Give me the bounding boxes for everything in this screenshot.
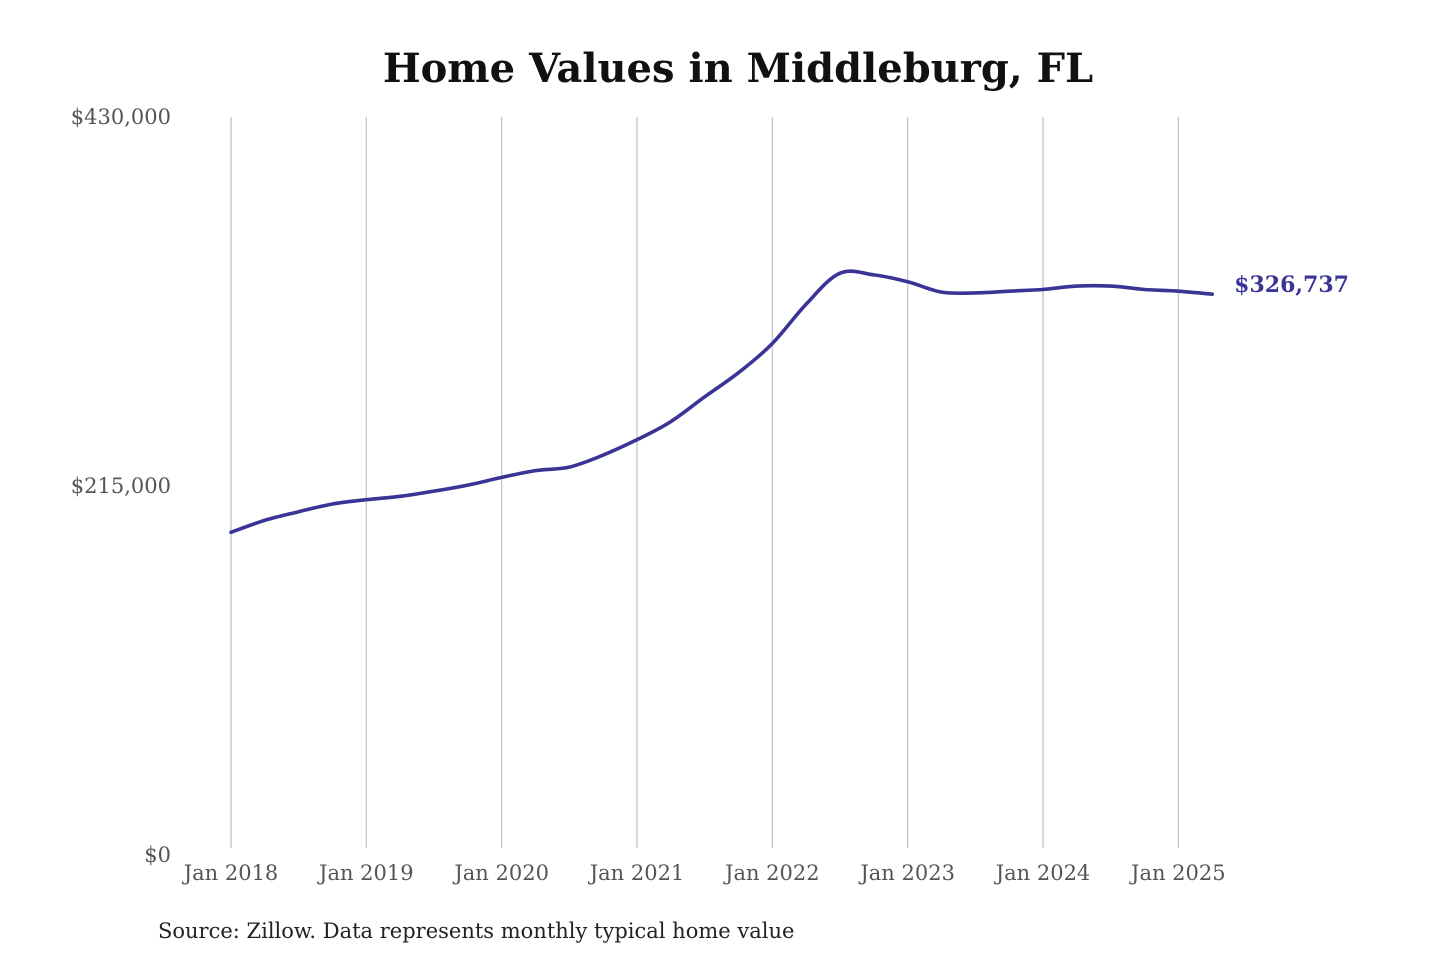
x-tick-label: Jan 2022 (723, 861, 820, 885)
x-axis-tick-labels: Jan 2018 Jan 2019 Jan 2020 Jan 2021 Jan 2022… (182, 861, 1226, 885)
y-axis-tick-labels: $0 $215,000 $430,000 (71, 105, 171, 867)
x-tick-label: Jan 2023 (858, 861, 955, 885)
vertical-gridlines (230, 117, 1180, 848)
x-tick-label: Jan 2018 (182, 861, 279, 885)
y-tick-label: $215,000 (71, 474, 171, 498)
x-tick-label: Jan 2021 (588, 861, 685, 885)
x-tick-label: Jan 2020 (452, 861, 549, 885)
x-tick-label: Jan 2024 (994, 861, 1091, 885)
x-tick-label: Jan 2019 (317, 861, 414, 885)
home-value-line (229, 269, 1214, 535)
y-tick-label: $0 (144, 843, 171, 867)
x-tick-label: Jan 2025 (1129, 861, 1226, 885)
chart-title: Home Values in Middleburg, FL (383, 45, 1093, 92)
latest-value-label: $326,737 (1234, 272, 1349, 298)
y-tick-label: $430,000 (71, 105, 171, 129)
source-note: Source: Zillow. Data represents monthly … (158, 919, 794, 943)
